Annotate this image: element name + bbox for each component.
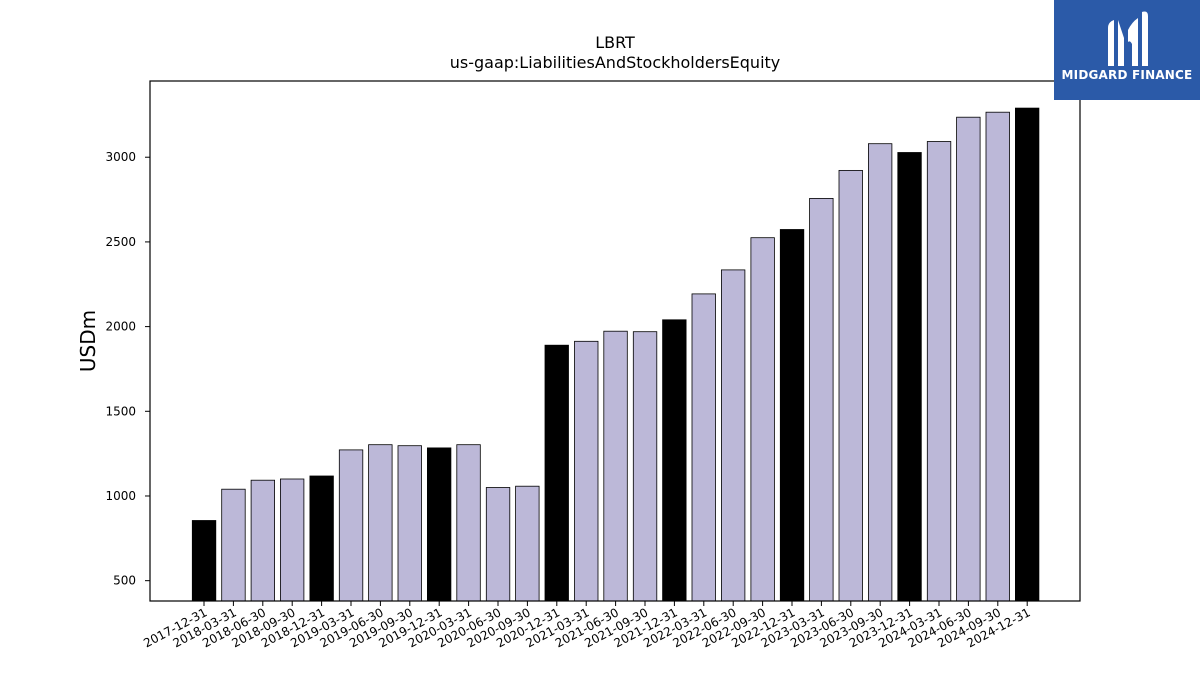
- bar-2020-12-31: [544, 344, 569, 602]
- y-tick-label: 500: [113, 574, 136, 588]
- bar-2021-03-31: [574, 340, 599, 602]
- bar-2021-12-31: [662, 319, 687, 602]
- bar-2022-09-30: [750, 237, 775, 602]
- bar-2023-12-31: [897, 152, 922, 602]
- bar-2022-03-31: [691, 293, 716, 602]
- bar-2018-09-30: [279, 478, 305, 602]
- bar-2024-03-31: [926, 141, 952, 602]
- bar-2021-06-30: [603, 330, 628, 602]
- bar-2020-06-30: [485, 487, 511, 602]
- bar-2020-03-31: [456, 444, 481, 602]
- y-tick-label: 3000: [105, 150, 136, 164]
- bar-2019-03-31: [338, 449, 364, 602]
- bar-2022-06-30: [721, 269, 746, 602]
- bar-2024-12-31: [1015, 107, 1040, 602]
- bar-2018-12-31: [309, 475, 334, 602]
- bar-2023-06-30: [838, 169, 863, 602]
- y-tick-label: 1500: [105, 404, 136, 418]
- midgard-logo-icon: [1108, 11, 1148, 66]
- y-axis-label: USDm: [76, 310, 100, 372]
- bars-group: [191, 107, 1040, 602]
- x-axis-ticks: 2017-12-312018-03-312018-06-302018-09-30…: [141, 601, 1033, 650]
- bar-2024-06-30: [956, 116, 981, 602]
- y-tick-label: 2500: [105, 235, 136, 249]
- plot-frame: [149, 80, 1081, 602]
- bar-2024-09-30: [985, 111, 1010, 602]
- logo-text: MIDGARD FINANCE: [1061, 68, 1193, 82]
- chart-subtitle: us-gaap:LiabilitiesAndStockholdersEquity: [449, 53, 781, 72]
- midgard-finance-logo: MIDGARD FINANCE: [1054, 0, 1200, 100]
- bar-2022-12-31: [779, 229, 805, 602]
- y-axis-ticks: 500 1000 1500 2000 2500 3000: [105, 150, 150, 588]
- bar-2019-12-31: [426, 447, 452, 602]
- y-tick-label: 2000: [105, 320, 136, 334]
- y-tick-label: 1000: [105, 489, 136, 503]
- bar-2023-09-30: [868, 143, 893, 602]
- bar-2021-09-30: [632, 331, 658, 602]
- bar-2017-12-31: [191, 520, 217, 602]
- bar-2020-09-30: [515, 485, 540, 602]
- bar-2018-03-31: [221, 488, 246, 602]
- bar-2019-06-30: [368, 444, 393, 602]
- bar-2019-09-30: [397, 445, 422, 602]
- chart-title: LBRT: [595, 33, 635, 52]
- bar-2018-06-30: [250, 479, 276, 602]
- bar-2023-03-31: [809, 197, 834, 602]
